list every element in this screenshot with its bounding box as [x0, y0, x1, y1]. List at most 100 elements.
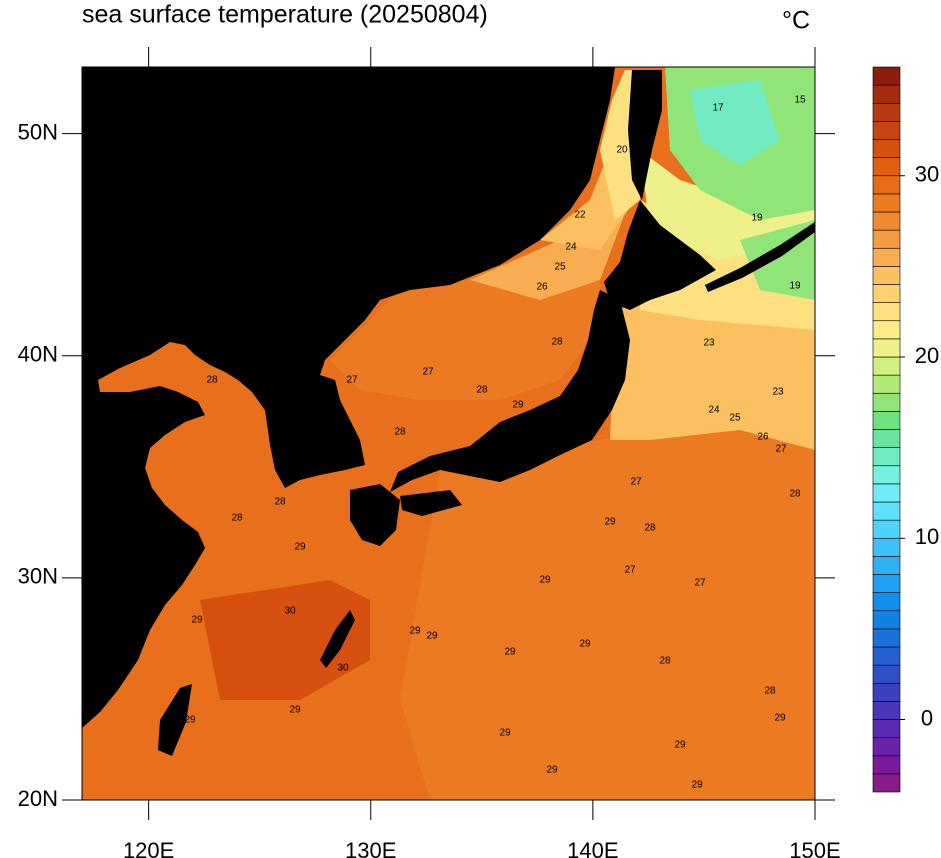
contour-label: 29	[512, 400, 524, 411]
contour-label: 29	[691, 780, 703, 791]
contour-label: 28	[551, 337, 563, 348]
colorbar-level	[872, 102, 901, 122]
colorbar-level	[872, 175, 901, 195]
colorbar-level	[872, 610, 901, 630]
contour-label: 28	[644, 523, 656, 534]
colorbar-level	[872, 84, 901, 104]
land	[158, 684, 192, 756]
colorbar-level	[872, 682, 901, 702]
colorbar-level	[872, 193, 901, 213]
contour-label: 23	[703, 338, 715, 349]
contour-label: 29	[579, 639, 591, 650]
contour-label: 28	[476, 385, 488, 396]
x-tick-label: 150E	[789, 838, 840, 858]
colorbar-tick-label: 10	[915, 524, 939, 549]
colorbar-level	[872, 537, 901, 557]
contour-label: 29	[184, 715, 196, 726]
contour-label: 29	[774, 713, 786, 724]
colorbar-level	[872, 121, 901, 140]
contour-label: 29	[499, 728, 511, 739]
colorbar-level	[872, 247, 901, 267]
contour-label: 25	[554, 262, 566, 273]
colorbar-level	[872, 719, 901, 738]
contour-label: 28	[231, 513, 243, 524]
colorbar-level	[872, 737, 901, 757]
colorbar-tick-label: 20	[915, 343, 939, 368]
colorbar: 0 10 20 30	[872, 66, 939, 793]
x-tick-label: 130E	[345, 838, 396, 858]
colorbar-level	[872, 592, 901, 612]
colorbar-level	[872, 755, 901, 775]
contour-label: 15	[794, 95, 806, 106]
contour-label: 28	[206, 375, 218, 386]
contour-label: 27	[422, 367, 434, 378]
colorbar-level	[872, 320, 901, 340]
colorbar-level	[872, 465, 901, 485]
colorbar-tick-label: 30	[915, 162, 939, 187]
colorbar-level	[872, 338, 901, 358]
colorbar-level	[872, 229, 901, 249]
contour-label: 29	[409, 626, 421, 637]
land	[82, 67, 615, 728]
contour-label: 22	[574, 210, 586, 221]
land	[390, 290, 630, 492]
contour-label: 29	[191, 615, 203, 626]
contour-label: 24	[565, 242, 577, 253]
ocean-zone	[200, 580, 370, 700]
colorbar-level	[872, 392, 901, 412]
land	[350, 484, 400, 546]
contour-label: 29	[674, 740, 686, 751]
unit: °C	[782, 7, 810, 35]
land	[604, 200, 716, 310]
contour-label: 30	[337, 663, 349, 674]
contour-label: 26	[536, 282, 548, 293]
contour-label: 29	[604, 517, 616, 528]
colorbar-level	[872, 284, 901, 303]
colorbar-level	[872, 411, 901, 430]
land	[628, 70, 662, 200]
contour-label: 28	[274, 497, 286, 508]
contour-label: 29	[294, 542, 306, 553]
contour-label: 28	[764, 686, 776, 697]
y-tick-label: 20N	[18, 786, 58, 811]
colorbar-level	[872, 483, 901, 503]
contour-label: 20	[616, 145, 628, 156]
colorbar-tick-label: 0	[921, 705, 933, 730]
colorbar-level	[872, 556, 901, 575]
contour-label: 17	[712, 103, 724, 114]
colorbar-level	[872, 519, 901, 539]
colorbar-level	[872, 302, 901, 322]
land	[320, 610, 355, 668]
ocean-zone	[540, 80, 635, 250]
colorbar-level	[872, 773, 901, 793]
land	[705, 222, 815, 292]
title: sea surface temperature (20250804)	[82, 1, 488, 29]
contour-label: 29	[539, 575, 551, 586]
contour-label: 27	[346, 375, 358, 386]
contour-label: 26	[757, 432, 769, 443]
colorbar-level	[872, 628, 901, 648]
contour-label: 27	[694, 578, 706, 589]
y-tick-label: 30N	[18, 564, 58, 589]
colorbar-level	[872, 447, 901, 467]
contour-label: 28	[394, 427, 406, 438]
colorbar-level	[872, 574, 901, 593]
ocean-zone	[400, 400, 815, 800]
colorbar-level	[872, 157, 901, 177]
x-tick-label: 140E	[567, 838, 618, 858]
colorbar-level	[872, 664, 901, 684]
contour-label: 29	[504, 647, 516, 658]
x-tick-label: 120E	[123, 838, 174, 858]
contour-label: 24	[708, 405, 720, 416]
contour-label: 23	[772, 387, 784, 398]
colorbar-level	[872, 701, 901, 720]
contour-label: 27	[775, 444, 787, 455]
colorbar-level	[872, 501, 901, 521]
contour-label: 28	[789, 489, 801, 500]
contour-label: 29	[289, 705, 301, 716]
colorbar-level	[872, 139, 901, 158]
contour-label: 29	[546, 765, 558, 776]
map-frame	[81, 66, 816, 801]
y-tick-label: 40N	[18, 342, 58, 367]
